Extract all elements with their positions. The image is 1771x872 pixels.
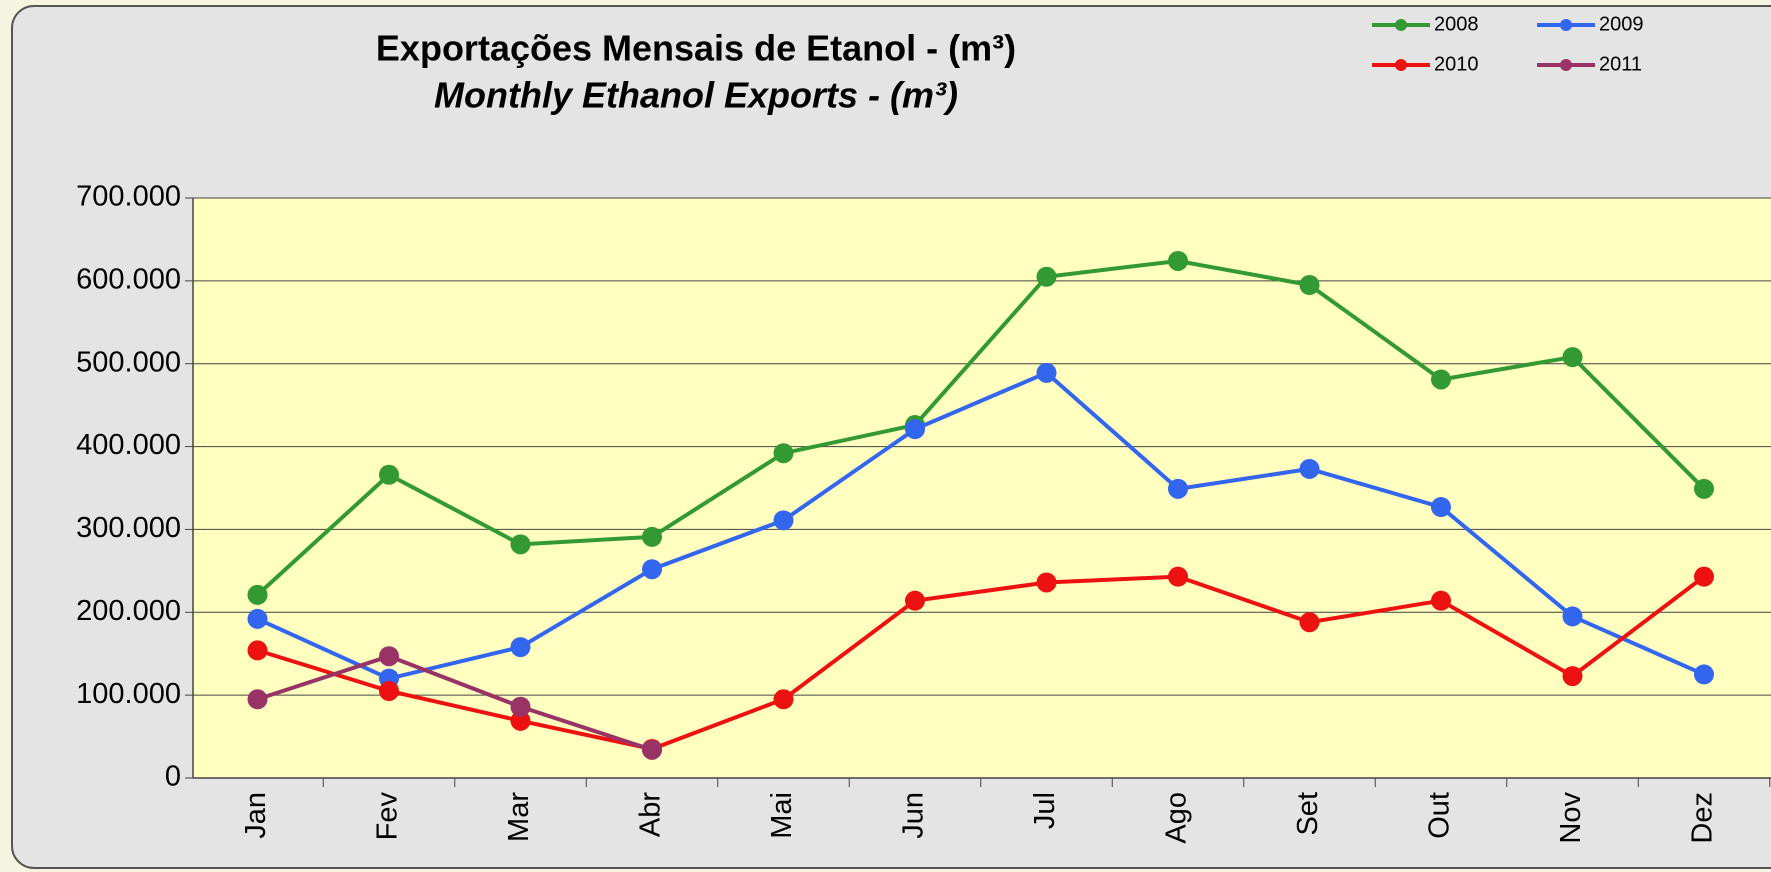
data-point	[905, 419, 925, 440]
x-tick-label: Ago	[1161, 792, 1193, 844]
data-point	[247, 689, 268, 710]
data-point	[773, 510, 794, 531]
x-tick-label: Fev	[372, 792, 404, 841]
legend-marker	[1560, 19, 1572, 31]
y-tick-label: 300.000	[76, 512, 181, 544]
x-tick-label: Abr	[635, 792, 667, 837]
data-point	[379, 646, 399, 667]
legend-marker	[1395, 19, 1407, 31]
data-point	[1694, 664, 1714, 685]
data-point	[642, 739, 662, 760]
data-point	[510, 534, 531, 555]
data-point	[1299, 458, 1320, 479]
data-point	[510, 637, 531, 658]
x-tick-label: Jul	[1029, 792, 1061, 829]
y-tick-label: 600.000	[76, 264, 181, 296]
x-tick-label: Nov	[1555, 792, 1587, 844]
x-tick-label: Set	[1292, 792, 1324, 836]
x-tick-label: Out	[1424, 792, 1456, 839]
legend-label: 2011	[1599, 53, 1642, 75]
data-point	[1694, 566, 1714, 587]
data-point	[247, 608, 268, 629]
y-tick-label: 400.000	[76, 429, 181, 461]
data-point	[1431, 590, 1451, 611]
legend-label: 2008	[1434, 13, 1479, 35]
data-point	[379, 464, 399, 485]
chart-title: Exportações Mensais de Etanol - (m³)	[376, 28, 1016, 69]
x-tick-label: Mai	[766, 792, 798, 839]
data-point	[905, 590, 925, 611]
legend-label: 2010	[1434, 53, 1479, 75]
data-point	[1299, 275, 1320, 295]
series-line	[256, 574, 1706, 752]
data-point	[773, 689, 794, 710]
data-point	[1168, 566, 1188, 587]
y-tick-label: 0	[165, 761, 181, 793]
data-point	[773, 443, 794, 464]
data-point	[379, 681, 399, 701]
x-tick-label: Jan	[240, 792, 272, 839]
data-point	[247, 584, 268, 605]
data-point	[1168, 250, 1188, 271]
x-tick-label: Dez	[1687, 792, 1719, 844]
data-point	[1036, 266, 1057, 287]
y-tick-label: 100.000	[76, 678, 181, 710]
data-point	[1036, 572, 1057, 593]
data-point	[1431, 497, 1451, 518]
data-point	[1694, 478, 1714, 499]
series-line	[256, 370, 1705, 681]
data-point	[1168, 478, 1188, 499]
chart-subtitle: Monthly Ethanol Exports - (m³)	[434, 75, 958, 116]
x-tick-label: Jun	[898, 792, 930, 839]
data-point	[1562, 606, 1583, 627]
plot-area	[193, 198, 1771, 778]
data-point	[1036, 362, 1057, 383]
legend-marker	[1395, 59, 1407, 71]
legend-marker	[1560, 59, 1572, 71]
data-point	[247, 640, 268, 661]
data-point	[1562, 666, 1583, 687]
legend-label: 2009	[1599, 13, 1644, 35]
y-tick-label: 200.000	[76, 595, 181, 627]
x-tick-label: Mar	[503, 792, 535, 842]
data-point	[1299, 612, 1320, 633]
data-point	[642, 526, 662, 547]
y-tick-label: 700.000	[76, 181, 181, 213]
data-point	[510, 710, 531, 731]
data-point	[1431, 369, 1451, 390]
series-line	[256, 654, 653, 752]
data-point	[1562, 347, 1583, 368]
data-point	[642, 559, 662, 580]
series-line	[256, 258, 1706, 597]
y-tick-label: 500.000	[76, 346, 181, 378]
data-point	[510, 696, 531, 717]
